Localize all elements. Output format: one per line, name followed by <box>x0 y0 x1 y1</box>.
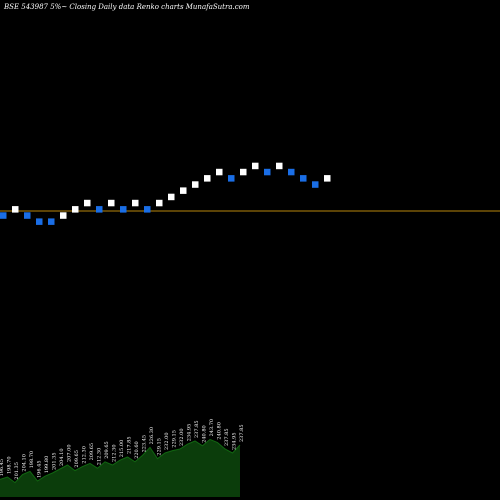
renko-brick-up <box>156 199 163 207</box>
volume-value-label: 226.30 <box>149 427 155 445</box>
volume-value-label: 198.70 <box>7 457 13 475</box>
renko-brick-down <box>96 206 103 213</box>
volume-value-label: 212.30 <box>97 448 103 466</box>
renko-bricks <box>0 162 331 225</box>
volume-value-label: 240.80 <box>202 425 208 443</box>
volume-value-label: 232.00 <box>164 433 170 451</box>
volume-area <box>0 438 241 497</box>
renko-brick-up <box>180 187 187 194</box>
volume-value-label: 237.85 <box>194 421 200 439</box>
renko-brick-down <box>264 168 271 176</box>
volume-area-fill <box>0 439 240 497</box>
volume-line <box>0 438 241 484</box>
renko-brick-up <box>72 206 79 213</box>
renko-brick-up <box>276 162 283 170</box>
volume-value-label: 223.45 <box>142 435 148 453</box>
renko-brick-down <box>312 181 319 188</box>
volume-value-label: 240.80 <box>217 422 223 440</box>
renko-brick-down <box>48 218 55 225</box>
renko-brick-up <box>324 175 331 182</box>
renko-brick-up <box>192 181 199 188</box>
volume-value-label: 234.95 <box>232 433 238 451</box>
volume-value-label: 196.45 <box>37 461 43 479</box>
renko-brick-down <box>288 168 295 176</box>
volume-value-label: 212.30 <box>112 445 118 463</box>
volume-value-label: 212.30 <box>82 446 88 464</box>
volume-value-label: 209.65 <box>89 443 95 461</box>
volume-value-label: 209.65 <box>74 450 80 468</box>
renko-brick-up <box>240 168 247 176</box>
volume-value-label: 198.70 <box>29 451 35 469</box>
renko-brick-up <box>60 212 67 219</box>
renko-brick-up <box>252 162 259 170</box>
volume-value-label: 234.95 <box>187 424 193 442</box>
volume-value-label: 204.10 <box>22 454 28 472</box>
renko-brick-up <box>12 206 19 213</box>
volume-value-label: 196.45 <box>0 459 5 477</box>
volume-value-label: 215.00 <box>119 440 125 458</box>
renko-brick-down <box>36 218 43 225</box>
volume-value-label: 220.60 <box>134 441 140 459</box>
volume-value-label: 207.00 <box>67 445 73 463</box>
volume-value-label: 209.65 <box>104 441 110 459</box>
volume-value-label: 201.35 <box>14 462 20 480</box>
renko-brick-down <box>144 206 151 213</box>
renko-brick-up <box>108 199 115 207</box>
chart-title: BSE 543987 5%~ Closing Daily data Renko … <box>3 3 250 11</box>
renko-brick-down <box>228 175 235 182</box>
volume-value-label: 232.00 <box>179 429 185 447</box>
volume-value-label: 229.15 <box>172 430 178 448</box>
renko-brick-up <box>204 175 211 182</box>
renko-brick-down <box>300 175 307 182</box>
volume-value-label: 201.35 <box>52 453 58 471</box>
renko-brick-down <box>0 212 7 219</box>
renko-brick-down <box>120 206 127 213</box>
renko-brick-down <box>24 212 31 219</box>
renko-brick-up <box>132 199 139 207</box>
renko-brick-up <box>216 168 223 176</box>
volume-value-label: 243.70 <box>209 419 215 437</box>
volume-value-label: 217.85 <box>127 437 133 455</box>
volume-value-label: 204.10 <box>59 449 65 467</box>
volume-value-label: 229.15 <box>157 438 163 456</box>
volume-value-label: 237.85 <box>224 429 230 447</box>
renko-brick-up <box>168 193 175 201</box>
volume-value-label: 199.80 <box>44 456 50 474</box>
volume-value-label: 237.85 <box>239 425 245 443</box>
renko-brick-up <box>84 199 91 207</box>
